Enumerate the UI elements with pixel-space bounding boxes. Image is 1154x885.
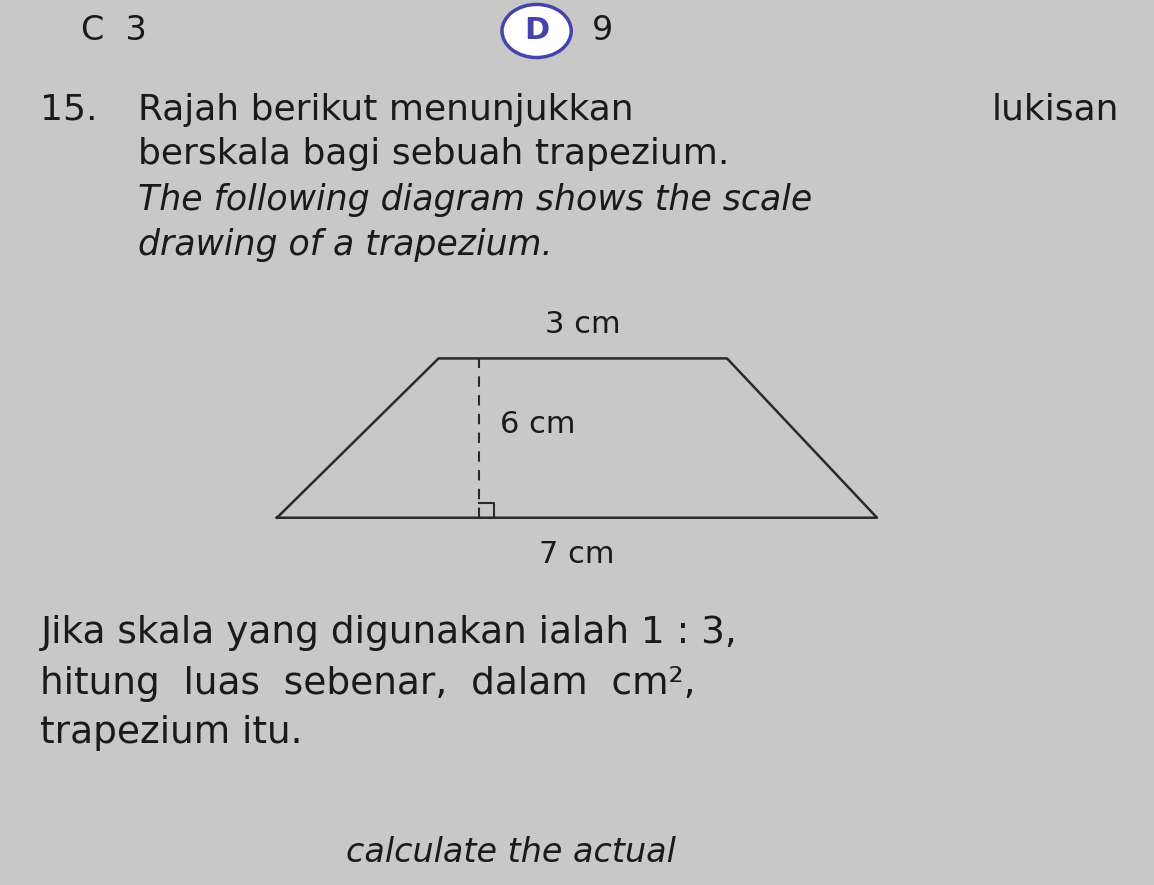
Text: D: D xyxy=(524,17,549,45)
Text: 3 cm: 3 cm xyxy=(545,310,621,339)
Text: Jika skala yang digunakan ialah 1 : 3,: Jika skala yang digunakan ialah 1 : 3, xyxy=(40,615,737,651)
Text: Rajah berikut menunjukkan: Rajah berikut menunjukkan xyxy=(138,93,634,127)
Text: trapezium itu.: trapezium itu. xyxy=(40,715,302,751)
Text: berskala bagi sebuah trapezium.: berskala bagi sebuah trapezium. xyxy=(138,137,729,171)
Text: hitung  luas  sebenar,  dalam  cm²,: hitung luas sebenar, dalam cm², xyxy=(40,666,696,702)
Text: The following diagram shows the scale: The following diagram shows the scale xyxy=(138,183,812,217)
Text: lukisan: lukisan xyxy=(992,93,1119,127)
Text: 7 cm: 7 cm xyxy=(539,540,615,569)
Text: 9: 9 xyxy=(592,14,613,48)
Text: calculate the actual: calculate the actual xyxy=(346,836,676,869)
Circle shape xyxy=(502,4,571,58)
Text: 6 cm: 6 cm xyxy=(500,411,575,439)
Text: 15.: 15. xyxy=(40,93,98,127)
Text: C  3: C 3 xyxy=(81,14,147,48)
Text: drawing of a trapezium.: drawing of a trapezium. xyxy=(138,228,553,262)
